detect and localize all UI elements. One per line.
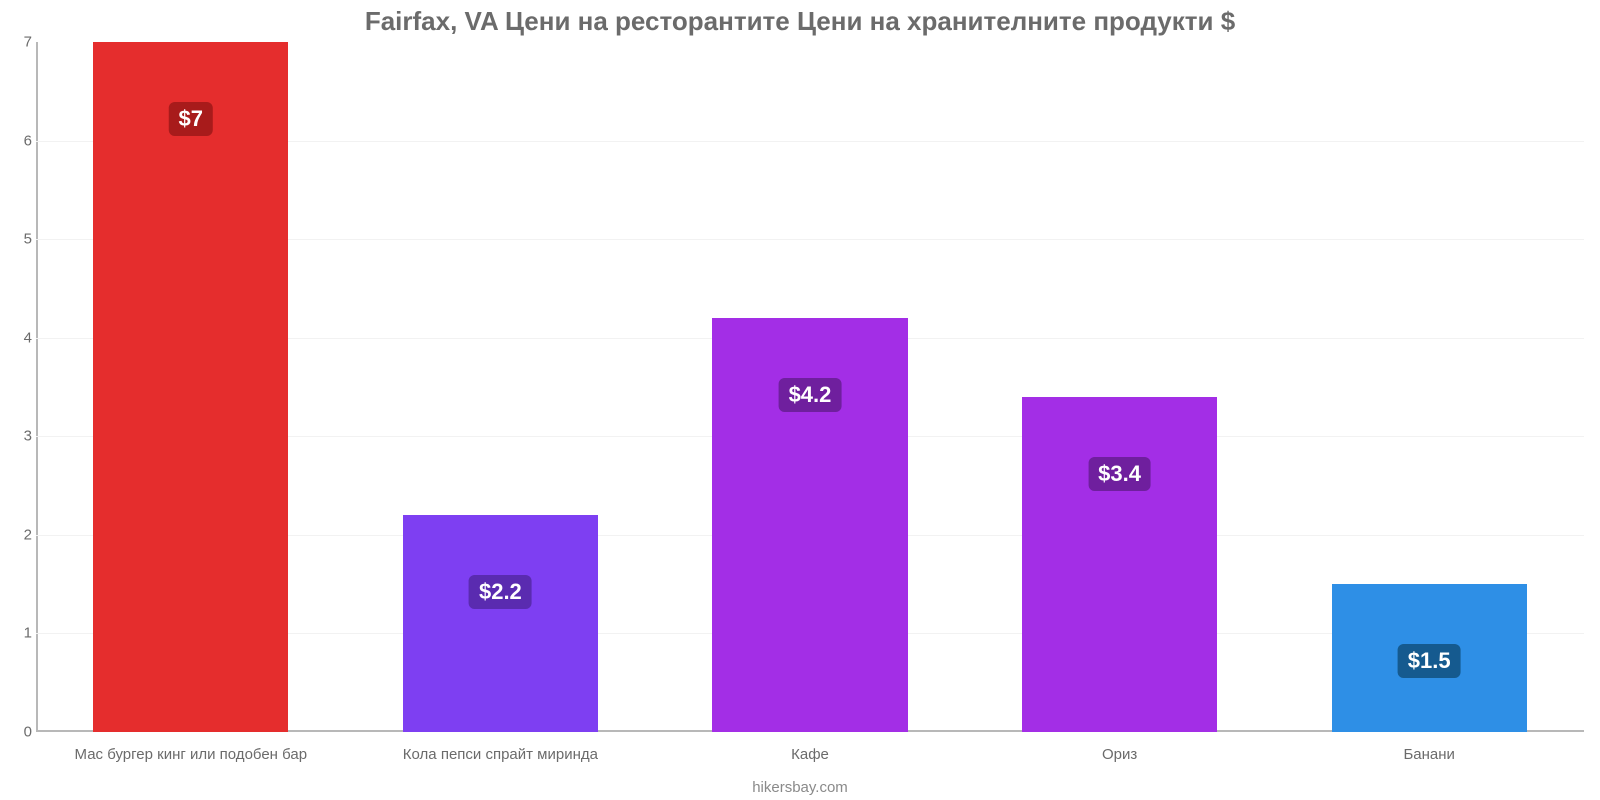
bar-value-label: $3.4 [1088, 457, 1151, 491]
x-category-label: Кола пепси спрайт миринда [403, 746, 598, 763]
bar: $1.5 [1332, 584, 1527, 732]
plot-area: 01234567$7Мас бургер кинг или подобен ба… [36, 42, 1584, 732]
y-tick-label: 0 [14, 724, 32, 741]
y-tick-label: 4 [14, 329, 32, 346]
bar: $4.2 [712, 318, 907, 732]
bar: $3.4 [1022, 397, 1217, 732]
y-tick-label: 3 [14, 428, 32, 445]
y-axis-line [36, 42, 38, 732]
y-tick-label: 6 [14, 132, 32, 149]
y-tick-label: 7 [14, 34, 32, 51]
y-tick-label: 5 [14, 231, 32, 248]
bar: $7 [93, 42, 288, 732]
chart-title: Fairfax, VA Цени на ресторантите Цени на… [0, 0, 1600, 37]
x-category-label: Ориз [1102, 746, 1137, 763]
x-category-label: Банани [1403, 746, 1454, 763]
bar-value-label: $2.2 [469, 575, 532, 609]
y-tick-label: 2 [14, 526, 32, 543]
x-category-label: Кафе [791, 746, 829, 763]
price-bar-chart: Fairfax, VA Цени на ресторантите Цени на… [0, 0, 1600, 800]
y-tick-label: 1 [14, 625, 32, 642]
x-category-label: Мас бургер кинг или подобен бар [75, 746, 308, 763]
bar: $2.2 [403, 515, 598, 732]
chart-attribution: hikersbay.com [752, 779, 848, 796]
bar-value-label: $1.5 [1398, 644, 1461, 678]
bar-value-label: $7 [169, 102, 213, 136]
bar-value-label: $4.2 [779, 378, 842, 412]
